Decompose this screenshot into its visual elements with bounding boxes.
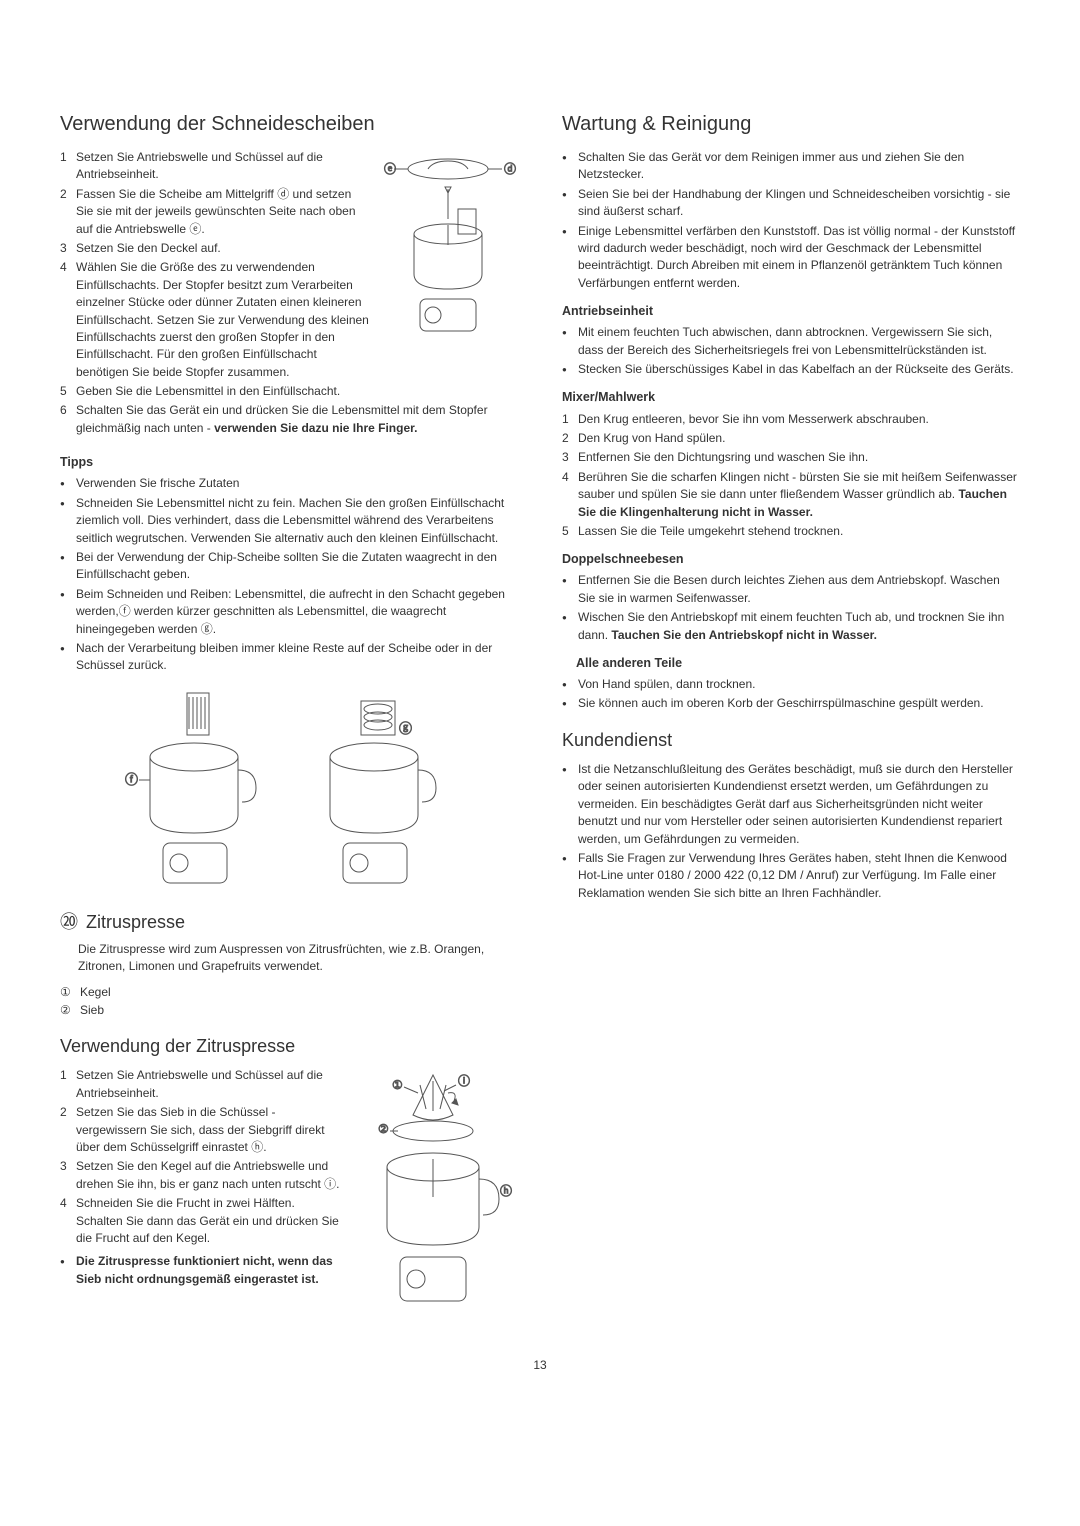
bullet-text: Schalten Sie das Gerät vor dem Reinigen … (578, 149, 1020, 184)
svg-text:ⓗ: ⓗ (500, 1184, 512, 1198)
tip-text: Verwenden Sie frische Zutaten (76, 475, 239, 492)
whisk-list: Entfernen Sie die Besen durch leichtes Z… (562, 572, 1020, 644)
bullet-text: Von Hand spülen, dann trocknen. (578, 676, 755, 693)
step-text: Setzen Sie das Sieb in die Schüssel - ve… (76, 1104, 340, 1156)
svg-text:ⓓ: ⓓ (504, 162, 516, 176)
tip-text: Beim Schneiden und Reiben: Lebensmittel,… (76, 586, 518, 638)
figure-row-processors: ⓕ ⓖ (60, 685, 518, 895)
bullet-text: Mit einem feuchten Tuch abwischen, dann … (578, 324, 1020, 359)
bullet-text: Seien Sie bei der Handhabung der Klingen… (578, 186, 1020, 221)
mixer-heading: Mixer/Mahlwerk (562, 388, 1020, 406)
figure-processor-f: ⓕ (119, 685, 279, 895)
svg-text:ⓔ: ⓔ (384, 162, 396, 176)
service-list: Ist die Netzanschlußleitung des Gerätes … (562, 761, 1020, 902)
warning-text: Tauchen Sie den Antriebskopf nicht in Wa… (611, 628, 877, 642)
svg-text:①: ① (392, 1078, 403, 1092)
tip-text: Nach der Verarbeitung bleiben immer klei… (76, 640, 518, 675)
heading-service: Kundendienst (562, 727, 1020, 753)
step-text: Den Krug von Hand spülen. (578, 430, 725, 447)
drive-unit-heading: Antriebseinheit (562, 302, 1020, 320)
step-text: Setzen Sie Antriebswelle und Schüssel au… (76, 149, 370, 184)
bullet-text: Wischen Sie den Antriebskopf mit einem f… (578, 609, 1020, 644)
step-text: Berühren Sie die scharfen Klingen nicht … (578, 469, 1020, 521)
step-text: Fassen Sie die Scheibe am Mittelgriff ⓓ … (76, 186, 370, 238)
warning-text: Die Zitruspresse funktioniert nicht, wen… (76, 1253, 340, 1288)
bullet-text: Entfernen Sie die Besen durch leichtes Z… (578, 572, 1020, 607)
tip-text: Schneiden Sie Lebensmittel nicht zu fein… (76, 495, 518, 547)
tip-text: Bei der Verwendung der Chip-Scheibe soll… (76, 549, 518, 584)
step-text: Den Krug entleeren, bevor Sie ihn vom Me… (578, 411, 929, 428)
step-text: Entfernen Sie den Dichtungsring und wasc… (578, 449, 868, 466)
svg-text:ⓖ: ⓖ (399, 721, 412, 736)
heading-citrus-use: Verwendung der Zitruspresse (60, 1033, 518, 1059)
other-parts-heading: Alle anderen Teile (562, 654, 1020, 672)
warning-text: verwenden Sie dazu nie Ihre Finger. (214, 421, 417, 435)
svg-text:ⓕ: ⓕ (125, 772, 138, 787)
step-text: Lassen Sie die Teile umgekehrt stehend t… (578, 523, 843, 540)
figure-processor-g: ⓖ (299, 685, 459, 895)
step-text: Wählen Sie die Größe des zu verwendenden… (76, 259, 370, 381)
step-text: Schalten Sie das Gerät ein und drücken S… (76, 402, 518, 437)
tips-list: Verwenden Sie frische Zutaten Schneiden … (60, 475, 518, 674)
maintenance-list: Schalten Sie das Gerät vor dem Reinigen … (562, 149, 1020, 292)
step-text: Setzen Sie Antriebswelle und Schüssel au… (76, 1067, 340, 1102)
bullet-text: Sie können auch im oberen Korb der Gesch… (578, 695, 984, 712)
bullet-text: Ist die Netzanschlußleitung des Gerätes … (578, 761, 1020, 848)
whisk-heading: Doppelschneebesen (562, 550, 1020, 568)
part-label: Kegel (80, 984, 111, 1001)
bullet-text: Einige Lebensmittel verfärben den Kunsts… (578, 223, 1020, 293)
step-text: Geben Sie die Lebensmittel in den Einfül… (76, 383, 340, 400)
bullet-text: Falls Sie Fragen zur Verwendung Ihres Ge… (578, 850, 1020, 902)
step-text: Setzen Sie den Deckel auf. (76, 240, 221, 257)
heading-citrus-press: Zitruspresse (86, 909, 185, 935)
step-text: Schneiden Sie die Frucht in zwei Hälften… (76, 1195, 340, 1247)
other-parts-list: Von Hand spülen, dann trocknen. Sie könn… (562, 676, 1020, 713)
svg-text:ⓘ: ⓘ (458, 1074, 470, 1088)
figure-disc-assembly: ⓔ ⓓ (378, 149, 518, 339)
mixer-steps-list: 1Den Krug entleeren, bevor Sie ihn vom M… (562, 411, 1020, 541)
tips-heading: Tipps (60, 453, 518, 471)
svg-text:②: ② (378, 1122, 389, 1136)
heading-maintenance: Wartung & Reinigung (562, 110, 1020, 139)
step-text: Setzen Sie den Kegel auf die Antriebswel… (76, 1158, 340, 1193)
bullet-text: Stecken Sie überschüssiges Kabel in das … (578, 361, 1014, 378)
figure-citrus-press: ① ⓘ ② ⓗ (348, 1067, 518, 1327)
citrus-description: Die Zitruspresse wird zum Auspressen von… (60, 941, 518, 976)
citrus-parts-list: ①Kegel ②Sieb (60, 984, 518, 1020)
part-label: Sieb (80, 1002, 104, 1019)
citrus-press-icon: ⑳ (60, 909, 78, 935)
drive-unit-list: Mit einem feuchten Tuch abwischen, dann … (562, 324, 1020, 378)
page-number: 13 (60, 1357, 1020, 1374)
heading-cutting-discs: Verwendung der Schneidescheiben (60, 110, 518, 139)
